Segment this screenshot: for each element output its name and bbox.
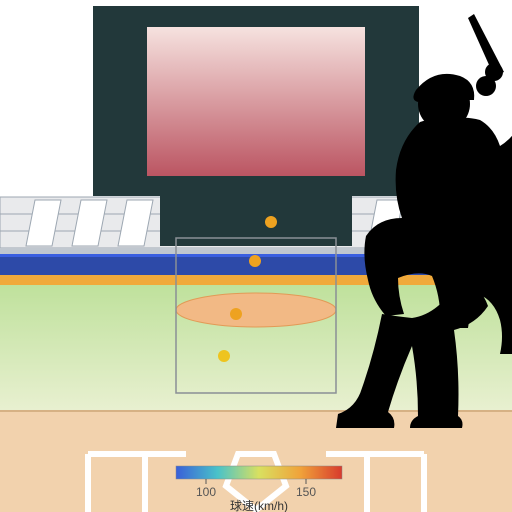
- legend-title: 球速(km/h): [230, 499, 288, 512]
- legend-tick-label: 150: [296, 485, 316, 499]
- legend-colorbar: [176, 466, 342, 479]
- batter-hand: [485, 63, 503, 81]
- pitch-marker: [230, 308, 242, 320]
- scoreboard-screen: [147, 27, 365, 176]
- pitch-location-chart: 100 150 球速(km/h): [0, 0, 512, 512]
- mound: [176, 293, 336, 327]
- pitch-marker: [249, 255, 261, 267]
- pitch-marker: [265, 216, 277, 228]
- legend-tick-label: 100: [196, 485, 216, 499]
- pitch-marker: [218, 350, 230, 362]
